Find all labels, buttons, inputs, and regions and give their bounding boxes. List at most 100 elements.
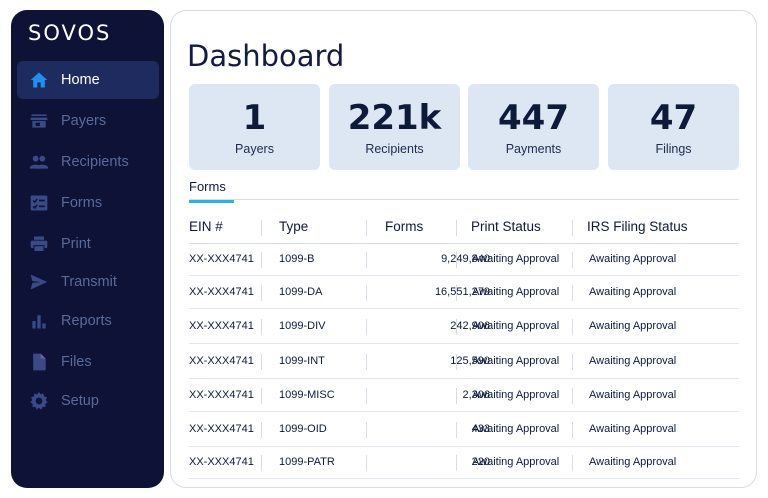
type-cell: 1099-INT bbox=[279, 355, 325, 367]
stat-card-payers[interactable]: 1 Payers bbox=[189, 84, 320, 170]
column-divider bbox=[456, 319, 457, 335]
sidebar-item-label: Files bbox=[61, 354, 92, 370]
column-header-irs-filing-status[interactable]: IRS Filing Status bbox=[587, 219, 688, 234]
column-divider bbox=[261, 422, 262, 438]
page-title: Dashboard bbox=[187, 39, 345, 73]
irs-filing-status-cell: Awaiting Approval bbox=[589, 423, 677, 435]
stat-value: 1 bbox=[242, 98, 267, 138]
irs-filing-status-cell: Awaiting Approval bbox=[589, 320, 677, 332]
stat-label: Payments bbox=[505, 142, 562, 156]
column-header-ein[interactable]: EIN # bbox=[189, 219, 223, 234]
column-divider bbox=[366, 388, 367, 404]
table-row[interactable]: XX-XXX4741 1099-PATR 220 Awaiting Approval A… bbox=[189, 447, 739, 479]
stat-label: Filings bbox=[655, 142, 692, 156]
column-divider bbox=[261, 220, 262, 236]
column-divider bbox=[261, 388, 262, 404]
sidebar-item-transmit[interactable]: Transmit bbox=[17, 263, 159, 301]
stat-card-filings[interactable]: 47 Filings bbox=[608, 84, 739, 170]
stat-value: 447 bbox=[498, 98, 569, 138]
sidebar-item-label: Recipients bbox=[61, 154, 129, 170]
sidebar-item-recipients[interactable]: Recipients bbox=[17, 143, 159, 181]
column-divider bbox=[456, 354, 457, 370]
print-status-cell: Awaiting Approval bbox=[472, 253, 560, 265]
column-header-forms[interactable]: Forms bbox=[385, 219, 424, 234]
stat-value: 47 bbox=[649, 98, 698, 138]
sidebar-item-setup[interactable]: Setup bbox=[17, 382, 159, 420]
column-divider bbox=[366, 319, 367, 335]
column-header-print-status[interactable]: Print Status bbox=[471, 219, 541, 234]
sidebar-item-payers[interactable]: Payers bbox=[17, 102, 159, 140]
column-divider bbox=[572, 455, 573, 471]
ein-cell: XX-XXX4741 bbox=[189, 253, 254, 265]
column-divider bbox=[261, 455, 262, 471]
forms-count-cell: 220 bbox=[471, 456, 490, 468]
table-row[interactable]: XX-XXX4741 1099-OID 433 Awaiting Approval Aw… bbox=[189, 412, 739, 447]
column-divider bbox=[572, 220, 573, 236]
store-icon bbox=[28, 110, 50, 132]
column-divider bbox=[572, 354, 573, 370]
sidebar-item-print[interactable]: Print bbox=[17, 225, 159, 263]
ein-cell: XX-XXX4741 bbox=[189, 320, 254, 332]
tab-forms[interactable]: Forms bbox=[189, 179, 234, 203]
ein-cell: XX-XXX4741 bbox=[189, 355, 254, 367]
sidebar-item-label: Payers bbox=[61, 113, 107, 129]
column-divider bbox=[572, 252, 573, 268]
column-divider bbox=[261, 354, 262, 370]
printer-icon bbox=[28, 233, 50, 255]
sidebar-item-label: Transmit bbox=[61, 274, 117, 290]
column-divider bbox=[366, 220, 367, 236]
print-status-cell: Awaiting Approval bbox=[472, 286, 560, 298]
sidebar-item-reports[interactable]: Reports bbox=[17, 302, 159, 340]
type-cell: 1099-OID bbox=[279, 423, 327, 435]
forms-count-cell: 125,590 bbox=[450, 355, 490, 367]
stat-value: 221k bbox=[347, 98, 442, 138]
irs-filing-status-cell: Awaiting Approval bbox=[589, 286, 677, 298]
column-divider bbox=[456, 220, 457, 236]
stat-card-recipients[interactable]: 221k Recipients bbox=[329, 84, 460, 170]
column-divider bbox=[456, 388, 457, 404]
stat-label: Payers bbox=[235, 142, 274, 156]
sidebar-item-label: Home bbox=[61, 72, 100, 88]
type-cell: 1099-DIV bbox=[279, 320, 326, 332]
table-row[interactable]: XX-XXX4741 1099-MISC 2,306 Awaiting Approva… bbox=[189, 379, 739, 412]
sidebar-item-label: Reports bbox=[61, 313, 112, 329]
print-status-cell: Awaiting Approval bbox=[472, 423, 560, 435]
column-divider bbox=[366, 422, 367, 438]
sidebar-item-label: Print bbox=[61, 236, 91, 252]
home-icon bbox=[28, 69, 50, 91]
column-divider bbox=[572, 422, 573, 438]
table-row[interactable]: XX-XXX4741 1099-DIV 242,906 Awaiting Approv… bbox=[189, 309, 739, 344]
print-status-cell: Awaiting Approval bbox=[472, 320, 560, 332]
sidebar-item-label: Forms bbox=[61, 195, 103, 211]
forms-count-cell: 2,306 bbox=[462, 389, 490, 401]
irs-filing-status-cell: Awaiting Approval bbox=[589, 389, 677, 401]
column-divider bbox=[261, 252, 262, 268]
column-divider bbox=[456, 285, 457, 301]
column-divider bbox=[456, 422, 457, 438]
table-header: EIN # Type Forms Print Status IRS Filing… bbox=[189, 211, 739, 244]
sidebar-item-forms[interactable]: Forms bbox=[17, 184, 159, 222]
column-header-type[interactable]: Type bbox=[279, 219, 309, 234]
forms-count-cell: 16,551,279 bbox=[434, 286, 490, 298]
main-panel: Dashboard 1 Payers 221k Recipients 447 P… bbox=[170, 10, 757, 488]
people-icon bbox=[28, 151, 50, 173]
sovos-logo: SOVOS bbox=[28, 21, 112, 45]
column-divider bbox=[572, 285, 573, 301]
forms-count-cell: 242,906 bbox=[450, 320, 490, 332]
type-cell: 1099-B bbox=[279, 253, 315, 265]
type-cell: 1099-PATR bbox=[279, 456, 335, 468]
sidebar: SOVOS Home Payers Recipients Forms Print bbox=[11, 10, 164, 488]
column-divider bbox=[456, 455, 457, 471]
table-row[interactable]: XX-XXX4741 1099-B 9,249,840 Awaiting Approv… bbox=[189, 244, 739, 276]
forms-count-cell: 9,249,840 bbox=[441, 253, 490, 265]
table-row[interactable]: XX-XXX4741 1099-INT 125,590 Awaiting Approv… bbox=[189, 344, 739, 379]
sidebar-item-files[interactable]: Files bbox=[17, 343, 159, 381]
stat-card-payments[interactable]: 447 Payments bbox=[468, 84, 599, 170]
print-status-cell: Awaiting Approval bbox=[472, 355, 560, 367]
table-body: XX-XXX4741 1099-B 9,249,840 Awaiting Approv… bbox=[189, 244, 739, 479]
checklist-icon bbox=[28, 192, 50, 214]
tab-divider bbox=[189, 199, 739, 200]
table-row[interactable]: XX-XXX4741 1099-DA 16,551,279 Awaiting Appr… bbox=[189, 276, 739, 309]
irs-filing-status-cell: Awaiting Approval bbox=[589, 456, 677, 468]
sidebar-item-home[interactable]: Home bbox=[17, 61, 159, 99]
